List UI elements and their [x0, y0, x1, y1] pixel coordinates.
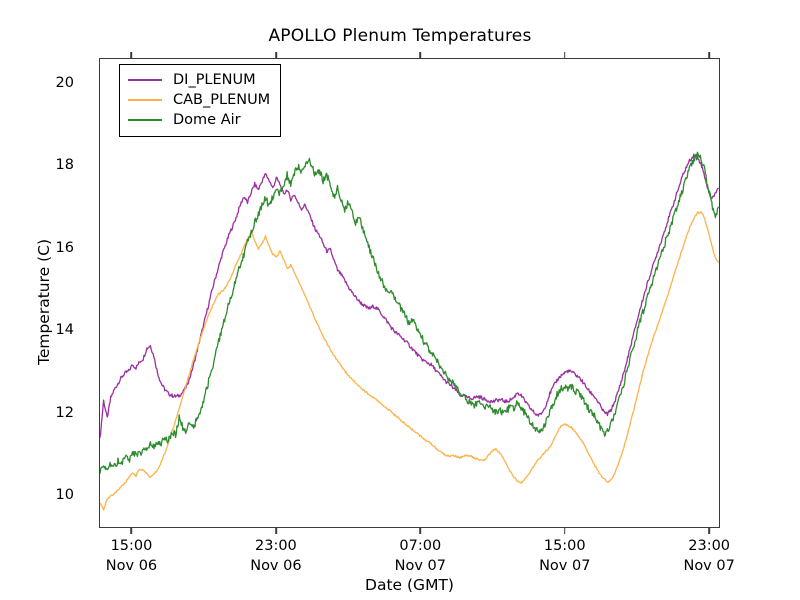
x-tick-date: Nov 06	[105, 558, 158, 574]
series-canvas	[100, 59, 719, 527]
y-axis-label: Temperature (C)	[35, 238, 53, 366]
y-tick-label: 14	[55, 322, 74, 339]
x-tick-mark	[563, 528, 566, 534]
x-tick-mark	[563, 52, 566, 58]
plot-area	[99, 58, 720, 528]
legend-color-swatch	[128, 99, 162, 101]
series-line-di-plenum	[100, 154, 718, 437]
series-line-cab-plenum	[100, 212, 718, 510]
x-tick-mark	[130, 52, 133, 58]
y-tick-label: 16	[55, 239, 74, 256]
x-tick-mark	[275, 52, 277, 58]
x-tick-time: 15:00	[543, 538, 586, 554]
x-tick-date: Nov 06	[250, 558, 302, 574]
x-tick-date: Nov 07	[394, 558, 446, 574]
legend-label: DI_PLENUM	[173, 72, 256, 88]
chart-legend: DI_PLENUM CAB_PLENUM Dome Air	[119, 64, 282, 137]
x-tick-label: 23:00 Nov 07	[649, 536, 769, 576]
x-tick-label: 15:00 Nov 07	[505, 536, 625, 576]
x-tick-date: Nov 07	[683, 558, 735, 574]
x-tick-mark	[708, 52, 710, 58]
x-tick-mark	[419, 52, 422, 58]
x-tick-label: 15:00 Nov 06	[71, 536, 191, 576]
x-tick-label: 23:00 Nov 06	[216, 536, 336, 576]
x-tick-mark	[275, 528, 277, 534]
y-tick-label: 12	[55, 404, 74, 421]
x-tick-mark	[130, 528, 133, 534]
legend-item: DI_PLENUM	[128, 70, 270, 90]
legend-color-swatch	[128, 119, 162, 121]
x-tick-time: 15:00	[110, 538, 153, 554]
y-tick-label: 20	[55, 74, 74, 91]
y-tick-label: 10	[55, 487, 74, 504]
legend-item: Dome Air	[128, 110, 270, 130]
x-tick-date: Nov 07	[539, 558, 591, 574]
legend-color-swatch	[128, 79, 162, 81]
series-line-dome-air	[100, 152, 718, 473]
x-axis-label: Date (GMT)	[365, 576, 454, 594]
x-tick-time: 23:00	[688, 538, 731, 554]
chart-title: APOLLO Plenum Temperatures	[268, 26, 532, 46]
legend-item: CAB_PLENUM	[128, 90, 270, 110]
y-tick-label: 18	[55, 157, 74, 174]
legend-label: Dome Air	[173, 112, 241, 128]
x-tick-label: 07:00 Nov 07	[360, 536, 480, 576]
x-tick-mark	[419, 528, 422, 534]
x-tick-time: 07:00	[399, 538, 442, 554]
x-tick-mark	[708, 528, 710, 534]
x-tick-time: 23:00	[255, 538, 297, 554]
legend-label: CAB_PLENUM	[173, 92, 271, 108]
